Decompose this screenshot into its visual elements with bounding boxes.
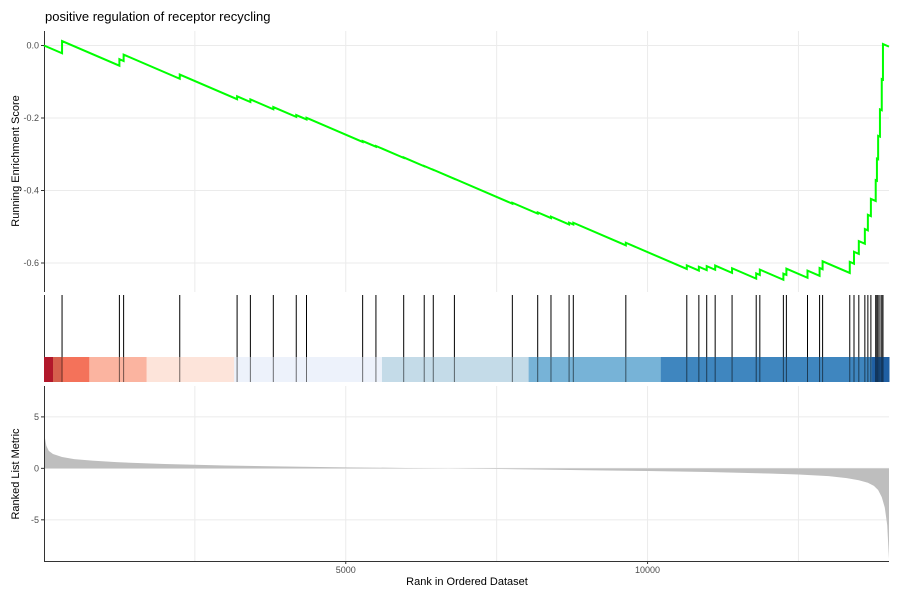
color-bar-segment — [62, 357, 90, 382]
color-bar-segment — [528, 357, 662, 382]
metric-panel-y-axis-label: Ranked List Metric — [10, 428, 22, 520]
ranked-list-metric-area — [44, 431, 889, 559]
metric-panel-y-ticks: 5 0 -5 — [31, 412, 44, 525]
metric-y-tick-label: -5 — [31, 515, 39, 525]
color-bar-segment — [44, 357, 54, 382]
color-bar-segment — [89, 357, 148, 382]
es-y-tick-label: 0.0 — [26, 41, 39, 51]
x-tick-label: 10000 — [635, 565, 660, 575]
color-bar-segment — [146, 357, 235, 382]
metric-y-tick-label: 0 — [34, 463, 39, 473]
x-tick-label: 5000 — [336, 565, 356, 575]
es-panel-gridlines — [44, 31, 889, 292]
color-bar-segment — [660, 357, 873, 382]
color-bar-segment — [872, 357, 890, 382]
plot-title: positive regulation of receptor recyclin… — [45, 9, 270, 24]
metric-panel-gridlines — [44, 386, 889, 561]
x-axis-label: Rank in Ordered Dataset — [406, 576, 528, 588]
color-bar-segment — [234, 357, 383, 382]
color-bar-segment — [52, 357, 63, 382]
es-panel-y-ticks: 0.0 -0.2 -0.4 -0.6 — [23, 41, 44, 268]
es-panel-y-axis-label: Running Enrichment Score — [10, 95, 22, 226]
es-y-tick-label: -0.6 — [23, 258, 39, 268]
running-enrichment-score-line — [43, 39, 890, 282]
metric-y-tick-label: 5 — [34, 412, 39, 422]
metric-panel-x-ticks: 5000 10000 — [336, 561, 660, 575]
color-bar-segment — [381, 357, 530, 382]
es-y-tick-label: -0.4 — [23, 186, 39, 196]
rank-color-bar — [44, 357, 890, 382]
es-y-tick-label: -0.2 — [23, 113, 39, 123]
